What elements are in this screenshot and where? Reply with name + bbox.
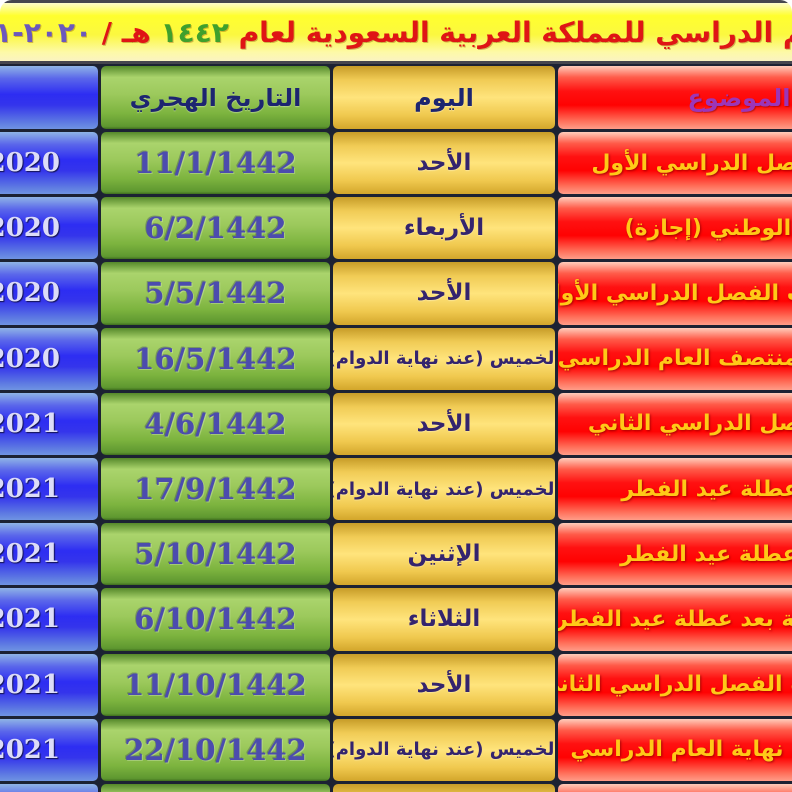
cell-hijri-date: 11/1/1442 bbox=[101, 132, 330, 195]
table-row: 2020 5/5/1442 الأحد بداية اختبارات الفصل… bbox=[0, 262, 792, 328]
cell-gregorian-date: 2021 bbox=[0, 392, 98, 455]
cell-hijri-date: 11/10/1442 bbox=[101, 653, 330, 716]
cell-day: الأحد bbox=[333, 262, 555, 325]
table-row: 2021 22/10/1442 الخميس (عند نهاية الدوام… bbox=[0, 718, 792, 784]
header-day: اليوم bbox=[333, 66, 555, 129]
cell-day: الأربعاء bbox=[333, 197, 555, 260]
title-hijri-suffix: هـ bbox=[121, 15, 151, 49]
cell-gregorian-date: 2021 bbox=[0, 653, 98, 716]
cell-topic: بداية الفصل الدراسي الثاني bbox=[558, 392, 792, 455]
cell-topic: بداية الفصل الدراسي الأول bbox=[558, 132, 792, 195]
cell-hijri-date: 5/10/1442 bbox=[101, 523, 330, 586]
cell-day: الإثنين bbox=[333, 523, 555, 586]
calendar-table: التاريخ التاريخ الهجري اليوم الموضوع 202… bbox=[0, 64, 792, 792]
table-row: 2020 11/1/1442 الأحد بداية الفصل الدراسي… bbox=[0, 132, 792, 198]
cell-day: الخميس (عند نهاية الدوام) bbox=[333, 457, 555, 521]
cell-topic: بداية عطلة عيد الفطر bbox=[558, 457, 792, 521]
header-row: التاريخ التاريخ الهجري اليوم الموضوع bbox=[0, 66, 792, 132]
cell-hijri-date: 22/10/1442 bbox=[101, 718, 330, 781]
cell-topic: بداية الدراسة بعد عطلة عيد الفطر bbox=[558, 588, 792, 651]
cell-topic: نهاية عطلة عيد الفطر bbox=[558, 523, 792, 586]
sliver-cell-red bbox=[558, 783, 792, 792]
cell-topic: بداية إجازة منتصف العام الدراسي bbox=[558, 327, 792, 390]
page-title: التقويم الدراسي للمملكة العربية السعودية… bbox=[0, 16, 792, 49]
table-row: 2020 6/2/1442 الأربعاء اليوم الوطني (إجا… bbox=[0, 197, 792, 263]
cell-day: الخميس (عند نهاية الدوام) bbox=[333, 327, 555, 390]
header-hijri-date: التاريخ الهجري bbox=[101, 66, 330, 129]
cell-gregorian-date: 2020 bbox=[0, 262, 98, 325]
cell-hijri-date: 17/9/1442 bbox=[101, 457, 330, 521]
cell-hijri-date: 4/6/1442 bbox=[101, 392, 330, 455]
table-row: 2021 11/10/1442 الأحد بداية اختبارات الف… bbox=[0, 653, 792, 719]
cell-gregorian-date: 2020 bbox=[0, 132, 98, 195]
cell-topic: بداية اختبارات الفصل الدراسي الثاني bbox=[558, 653, 792, 716]
title-hijri-year: ١٤٤٢ bbox=[160, 15, 229, 49]
cell-gregorian-date: 2021 bbox=[0, 718, 98, 781]
table-row: 2021 17/9/1442 الخميس (عند نهاية الدوام)… bbox=[0, 457, 792, 524]
table-row: 2020 16/5/1442 الخميس (عند نهاية الدوام)… bbox=[0, 327, 792, 393]
cell-day: الخميس (عند نهاية الدوام) bbox=[333, 718, 555, 781]
sliver-cell-yellow bbox=[333, 783, 555, 792]
title-text: التقويم الدراسي للمملكة العربية السعودية… bbox=[238, 15, 792, 49]
cell-day: الثلاثاء bbox=[333, 588, 555, 651]
cell-day: الأحد bbox=[333, 132, 555, 195]
cell-topic: بداية عطلة نهاية العام الدراسي bbox=[558, 718, 792, 781]
cell-gregorian-date: 2020 bbox=[0, 197, 98, 260]
cell-gregorian-date: 2021 bbox=[0, 588, 98, 651]
table-row: 2021 6/10/1442 الثلاثاء بداية الدراسة بع… bbox=[0, 588, 792, 654]
table-row: 2021 4/6/1442 الأحد بداية الفصل الدراسي … bbox=[0, 392, 792, 458]
sliver-cell-green bbox=[101, 783, 330, 792]
title-separator: / bbox=[101, 15, 113, 49]
cell-gregorian-date: 2020 bbox=[0, 327, 98, 390]
cell-hijri-date: 5/5/1442 bbox=[101, 262, 330, 325]
title-bar: التقويم الدراسي للمملكة العربية السعودية… bbox=[0, 0, 792, 64]
header-topic: الموضوع bbox=[558, 66, 792, 129]
cell-topic: اليوم الوطني (إجازة) bbox=[558, 197, 792, 260]
title-gregorian-years: ٢٠٢٠-٢٠٢١ bbox=[0, 15, 93, 49]
table-row: 2021 5/10/1442 الإثنين نهاية عطلة عيد ال… bbox=[0, 523, 792, 589]
cell-hijri-date: 6/10/1442 bbox=[101, 588, 330, 651]
cell-day: الأحد bbox=[333, 392, 555, 455]
next-row-sliver bbox=[0, 783, 792, 792]
cell-gregorian-date: 2021 bbox=[0, 457, 98, 521]
sliver-cell-blue bbox=[0, 783, 98, 792]
cell-hijri-date: 6/2/1442 bbox=[101, 197, 330, 260]
cell-hijri-date: 16/5/1442 bbox=[101, 327, 330, 390]
cell-topic: بداية اختبارات الفصل الدراسي الأول bbox=[558, 262, 792, 325]
cell-day: الأحد bbox=[333, 653, 555, 716]
header-gregorian-date: التاريخ bbox=[0, 66, 98, 129]
cell-gregorian-date: 2021 bbox=[0, 523, 98, 586]
table-body: 2020 11/1/1442 الأحد بداية الفصل الدراسي… bbox=[0, 132, 792, 784]
